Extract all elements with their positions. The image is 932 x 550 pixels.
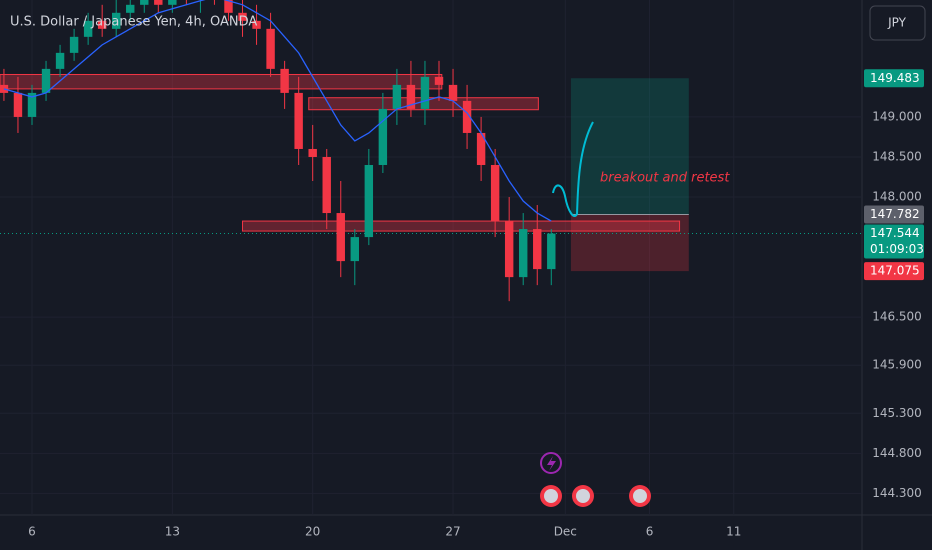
- axes: 149.000 148.500 148.000 146.500 145.900 145.3…: [28, 69, 924, 539]
- x-tick-label: 6: [646, 525, 654, 539]
- candle-body: [168, 0, 177, 5]
- candle-body: [266, 28, 275, 69]
- candle-body: [238, 12, 247, 21]
- flag: [633, 489, 647, 503]
- grid: [0, 0, 862, 515]
- candle-body: [55, 52, 65, 69]
- x-tick-label: Dec: [554, 525, 577, 539]
- plot: [0, 0, 556, 302]
- candle-body: [97, 20, 107, 29]
- annotation: breakout and retest: [600, 171, 730, 186]
- candle-body: [420, 76, 430, 109]
- price-tag: [864, 224, 924, 259]
- y-tick-label: 144.800: [872, 446, 922, 460]
- candle-body: [406, 84, 416, 109]
- price-tag-label: 147.075: [870, 264, 920, 278]
- candle-body: [280, 68, 289, 93]
- candle-body: [336, 213, 345, 262]
- x-tick-label: 11: [726, 525, 741, 539]
- candle-body: [448, 84, 458, 101]
- price-tag-label: 147.544: [870, 226, 920, 240]
- y-tick-label: 145.300: [872, 406, 922, 420]
- candle-body: [41, 68, 51, 93]
- price-tag: [864, 262, 924, 281]
- y-tick-label: 146.500: [872, 310, 922, 324]
- currency-label[interactable]: JPY: [887, 16, 907, 30]
- hand-drawn-arrow: [552, 121, 594, 217]
- y-tick-label: 148.500: [872, 149, 922, 163]
- stop-zone: [570, 214, 689, 272]
- candle-body: [462, 100, 472, 133]
- zone: [242, 220, 681, 232]
- flag: [544, 489, 558, 503]
- flag: [576, 489, 590, 503]
- candle-body: [392, 84, 402, 109]
- candle-body: [126, 4, 135, 13]
- y-tick-label: 144.300: [872, 486, 922, 500]
- price-tag: [864, 205, 924, 224]
- candle-body: [434, 76, 444, 85]
- candle-body: [83, 20, 93, 37]
- lightning: [547, 456, 556, 471]
- y-tick-label: 145.900: [872, 358, 922, 372]
- candle-body: [364, 164, 374, 238]
- candle-body: [490, 164, 500, 222]
- candle-body: [547, 233, 556, 270]
- candle-body: [140, 0, 149, 5]
- candle-body: [350, 237, 360, 262]
- target-zone: [570, 78, 689, 215]
- candle-body: [154, 0, 163, 5]
- candle-body: [13, 92, 23, 117]
- x-tick-label: 13: [165, 525, 180, 539]
- candle-body: [69, 36, 79, 53]
- candle-body: [252, 20, 261, 29]
- x-tick-label: 6: [28, 525, 36, 539]
- chart-title: U.S. Dollar / Japanese Yen, 4h, OANDA: [10, 15, 257, 30]
- candle-body: [308, 148, 317, 157]
- y-tick-label: 149.000: [872, 109, 922, 123]
- candle-body: [322, 156, 331, 214]
- candle-body: [476, 132, 486, 165]
- candle-body: [518, 229, 528, 278]
- candle-body: [504, 221, 514, 278]
- price-tag: [864, 69, 924, 88]
- price-tag-label: 149.483: [870, 71, 920, 85]
- candle-body: [378, 108, 388, 165]
- price-tag-label: 147.782: [870, 207, 920, 221]
- countdown: 01:09:03: [870, 242, 924, 256]
- moving-average: [3, 0, 552, 222]
- event-icons: [540, 452, 651, 507]
- currency-button[interactable]: [869, 5, 926, 41]
- zone: [0, 73, 443, 90]
- x-tick-label: 27: [445, 525, 460, 539]
- candle-body: [533, 229, 542, 270]
- x-tick-label: 20: [305, 525, 320, 539]
- candle-body: [111, 12, 121, 29]
- candle-body: [27, 92, 37, 117]
- candle-body: [224, 0, 233, 13]
- y-tick-label: 148.000: [872, 190, 922, 204]
- candle-body: [294, 92, 303, 149]
